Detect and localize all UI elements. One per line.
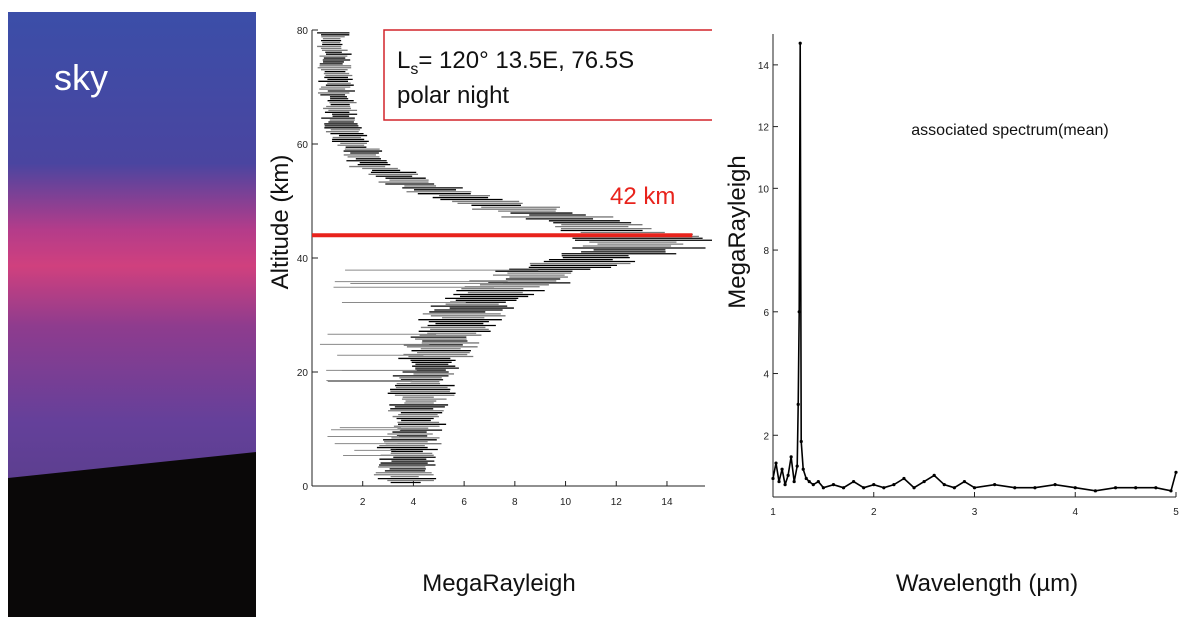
spectrum-y-tick-label: 8 — [763, 246, 769, 257]
profile-plot-area: 0 20 40 60 80 2 4 6 8 10 12 14 — [297, 26, 712, 508]
spectrum-point — [993, 483, 997, 487]
spectrum-point — [796, 402, 800, 406]
x-axis-label: MegaRayleigh — [422, 570, 575, 597]
spectrum-point — [801, 467, 805, 471]
y-tick-label: 0 — [302, 482, 308, 493]
spectrum-point — [952, 486, 956, 490]
spectrum-x-tick-label: 4 — [1072, 507, 1078, 518]
spectrum-point — [804, 476, 808, 481]
spectrum-point — [1053, 483, 1057, 487]
spectrum-point — [795, 464, 799, 468]
spectrum-x-axis-label: Wavelength (µm) — [896, 570, 1078, 597]
spectrum-point — [1013, 486, 1017, 490]
y-tick-label: 20 — [297, 368, 309, 379]
spectrum-point — [789, 455, 793, 459]
spectrum-y-tick-label: 2 — [763, 431, 769, 442]
spectrum-point — [1093, 489, 1097, 493]
spectrum-point — [882, 486, 886, 490]
y-tick-label: 60 — [297, 140, 309, 151]
spectrum-point — [1174, 470, 1178, 474]
spectrum-point — [786, 473, 790, 477]
spectrum-point — [792, 479, 796, 484]
spectrum-point — [831, 483, 836, 487]
spectrum-point — [777, 479, 781, 484]
spectrum-point — [902, 476, 906, 481]
spectrum-x-tick-label: 1 — [770, 507, 776, 518]
spectrum-y-tick-label: 14 — [758, 61, 770, 72]
ls-subscript: s — [410, 61, 418, 78]
spectrum-point — [852, 479, 856, 484]
ls-location: = 120° 13.5E, 76.5S — [418, 47, 634, 74]
spectrum-x-tick-label: 3 — [972, 507, 978, 518]
ground-silhouette — [8, 452, 256, 617]
sky-image-panel: sky — [8, 12, 256, 617]
spectrum-point — [972, 486, 977, 490]
sky-label: sky — [54, 57, 108, 98]
spectrum-point — [1134, 486, 1138, 490]
spectrum-point — [821, 486, 825, 490]
spectrum-point — [811, 483, 815, 487]
spectrum-x-tick-label: 5 — [1173, 507, 1179, 518]
spectrum-y-tick-label: 4 — [763, 370, 769, 381]
spectrum-point — [1073, 486, 1077, 490]
spectrum-point — [912, 486, 916, 490]
x-tick-label: 12 — [611, 497, 623, 508]
spectrum-point — [1169, 489, 1173, 493]
y-tick-label: 80 — [297, 26, 309, 37]
info-box-line2: polar night — [397, 82, 509, 109]
spectrum-x-tick-label: 2 — [871, 507, 877, 518]
spectrum-y-tick-label: 10 — [758, 184, 770, 195]
spectrum-point — [799, 439, 803, 444]
info-box-line1: Ls= 120° 13.5E, 76.5S — [397, 47, 634, 78]
spectrum-point — [798, 41, 802, 45]
spectrum-point — [1033, 486, 1037, 490]
x-tick-label: 14 — [661, 497, 673, 508]
spectrum-point — [771, 476, 775, 481]
spectrum-series-line — [772, 43, 1177, 492]
spectrum-point — [892, 483, 896, 487]
spectrum-point — [816, 479, 820, 484]
x-tick-label: 10 — [560, 497, 572, 508]
spectrum-point — [1154, 486, 1158, 490]
y-tick-label: 40 — [297, 254, 309, 265]
spectrum-point — [807, 479, 811, 484]
altitude-profile-chart: 0 20 40 60 80 2 4 6 8 10 12 14 MegaRayleigh Altitud… — [267, 26, 712, 597]
spectrum-point — [932, 473, 936, 477]
spectrum-point — [774, 461, 778, 465]
spectrum-point — [862, 486, 866, 490]
spectrum-point — [922, 479, 926, 484]
spectrum-point — [872, 483, 876, 487]
spectrum-point — [1113, 486, 1118, 490]
spectrum-point — [797, 310, 801, 314]
y-axis-label: Altitude (km) — [267, 155, 294, 290]
info-box: Ls= 120° 13.5E, 76.5S polar night — [383, 29, 712, 121]
spectrum-y-tick-label: 12 — [758, 123, 770, 134]
sky-image — [8, 12, 256, 617]
spectrum-point — [962, 479, 967, 484]
ls-symbol: L — [397, 47, 410, 74]
spectrum-point — [783, 483, 787, 487]
x-tick-label: 8 — [512, 497, 518, 508]
peak-altitude-label: 42 km — [610, 183, 675, 210]
spectrum-point — [942, 483, 946, 487]
spectrum-point — [841, 486, 846, 490]
x-tick-label: 4 — [411, 497, 417, 508]
spectrum-y-axis-label: MegaRayleigh — [724, 155, 751, 308]
spectrum-point — [780, 467, 784, 471]
spectrum-title: associated spectrum(mean) — [911, 122, 1108, 139]
x-tick-label: 6 — [461, 497, 467, 508]
x-tick-label: 2 — [360, 497, 366, 508]
info-box-frame — [383, 29, 712, 121]
spectrum-y-tick-label: 6 — [763, 308, 769, 319]
